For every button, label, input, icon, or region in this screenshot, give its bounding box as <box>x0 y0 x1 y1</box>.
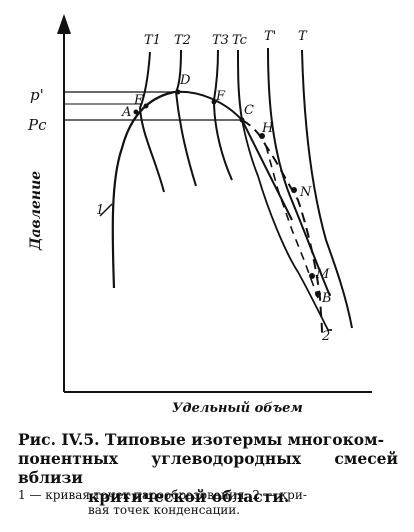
point-h-marker <box>259 133 265 139</box>
label-b: B <box>321 291 332 306</box>
saturation-dome <box>173 90 243 121</box>
point-e-marker <box>143 103 149 109</box>
label-m: M <box>315 267 330 282</box>
tc-dome-segment <box>241 119 332 331</box>
caption-line-1: Рис. IV.5. Типовые изотермы многоком- <box>18 430 385 449</box>
figure-caption: Рис. IV.5. Типовые изотермы многоком- по… <box>18 430 398 506</box>
caption-line-3: критической области. <box>88 487 290 506</box>
isotherm-t-prime <box>267 47 331 297</box>
note-line-2: вая точек конденсации. <box>88 503 241 517</box>
curve-2-label: 2 <box>321 329 330 344</box>
label-t: T <box>298 29 308 44</box>
label-a: A <box>121 105 131 120</box>
dew-point-curve <box>241 119 323 335</box>
point-n-marker <box>291 187 297 193</box>
isotherm-t <box>301 49 353 329</box>
pc-label: Pc <box>27 116 47 134</box>
y-axis-label: Давление <box>28 171 44 251</box>
isotherm-t3 <box>212 49 233 181</box>
curve-1-label: 1 <box>96 203 104 218</box>
point-d-marker <box>175 89 181 95</box>
x-axis-label: Удельный объем <box>172 401 303 416</box>
label-f: F <box>215 89 226 104</box>
dome-dashed-continuation <box>265 145 319 299</box>
y-axis-arrow <box>57 14 71 34</box>
label-t3: T3 <box>212 33 229 48</box>
label-tc: Tc <box>232 33 248 48</box>
caption-line-2: понентных углеводородных смесей вблизи <box>18 449 398 487</box>
figure-legend-note: 1 — кривая точек парообразования; 2 — кр… <box>18 488 398 518</box>
label-e: E <box>133 93 144 108</box>
label-h: H <box>261 121 274 136</box>
point-a-marker <box>133 109 139 115</box>
label-d: D <box>179 73 191 88</box>
point-m-marker <box>309 273 315 279</box>
p-prime-label: p' <box>30 86 44 104</box>
isotherm-t1 <box>138 51 165 193</box>
label-t1: T1 <box>144 33 161 48</box>
isotherm-t2 <box>174 49 197 187</box>
label-n: N <box>299 185 312 200</box>
curve1-tail <box>99 203 113 217</box>
bubble-point-curve <box>111 90 175 289</box>
point-b-marker <box>315 291 321 297</box>
label-t-prime: T' <box>264 29 276 44</box>
note-line-1: 1 — кривая точек парообразования; 2 — кр… <box>18 488 307 502</box>
point-c-marker <box>239 117 245 123</box>
point-f-marker <box>211 99 217 105</box>
label-t2: T2 <box>174 33 191 48</box>
label-c: C <box>244 103 254 118</box>
